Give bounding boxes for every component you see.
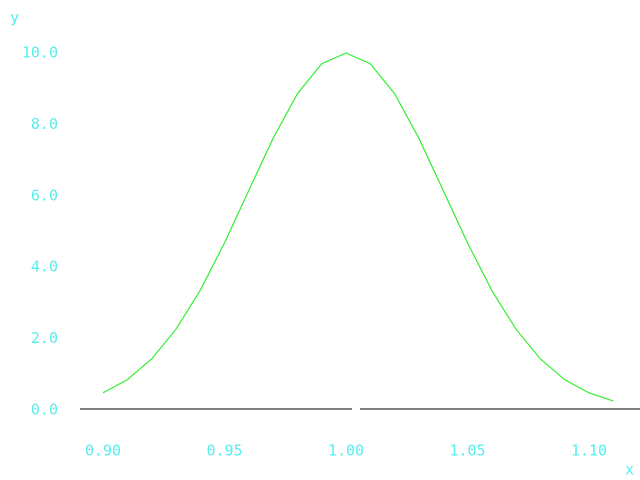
x-tick-label: 0.95 [206,442,242,460]
y-tick-label: 6.0 [31,186,58,204]
x-tick-label: 1.00 [328,442,364,460]
x-tick-label: 0.90 [85,442,121,460]
y-tick-label: 4.0 [31,258,58,276]
x-tick-label: 1.10 [571,442,607,460]
data-line [102,52,614,402]
x-axis-label: x [625,461,634,479]
y-tick-label: 2.0 [31,329,58,347]
y-axis-label: y [10,9,19,27]
y-tick-label: 0.0 [31,401,58,419]
x-tick-label: 1.05 [449,442,485,460]
y-tick-label: 8.0 [31,115,58,133]
y-tick-label: 10.0 [22,44,58,62]
